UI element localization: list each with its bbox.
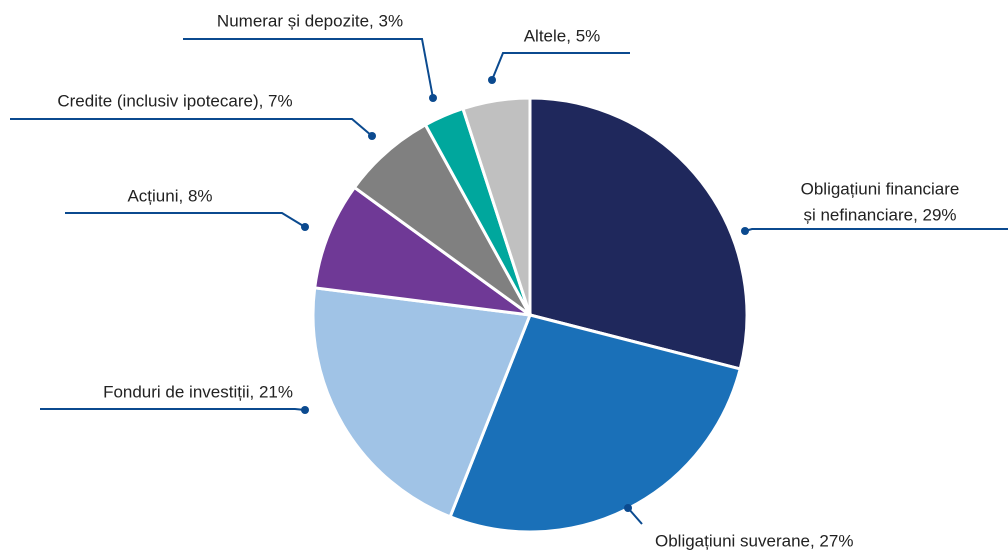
leader-line xyxy=(40,408,306,411)
leader-dot xyxy=(301,406,309,414)
leader-line xyxy=(183,38,434,99)
slice-label: Acțiuni, 8% xyxy=(127,186,212,205)
leader-line xyxy=(65,212,306,228)
slice-label: Fonduri de investiții, 21% xyxy=(103,382,293,401)
pie-slice xyxy=(313,185,531,317)
slice-label: Obligațiuni suverane, 27% xyxy=(655,531,853,550)
leader-dot xyxy=(488,76,496,84)
leader-dot xyxy=(624,504,632,512)
leader-dot xyxy=(301,223,309,231)
leader-line xyxy=(744,228,1008,232)
slice-label: Numerar și depozite, 3% xyxy=(217,11,403,30)
slice-label: Altele, 5% xyxy=(524,26,601,45)
slice-label: și nefinanciare, 29% xyxy=(803,205,956,224)
slice-label: Credite (inclusiv ipotecare), 7% xyxy=(57,91,292,110)
pie-slice xyxy=(528,96,749,371)
leader-line xyxy=(10,118,373,137)
pie-slice xyxy=(311,286,533,519)
leader-dot xyxy=(429,94,437,102)
leader-dot xyxy=(741,227,749,235)
leader-dot xyxy=(368,132,376,140)
leader-line xyxy=(491,52,630,81)
slice-label: Obligațiuni financiare xyxy=(801,179,960,198)
pie-slice xyxy=(461,96,532,316)
